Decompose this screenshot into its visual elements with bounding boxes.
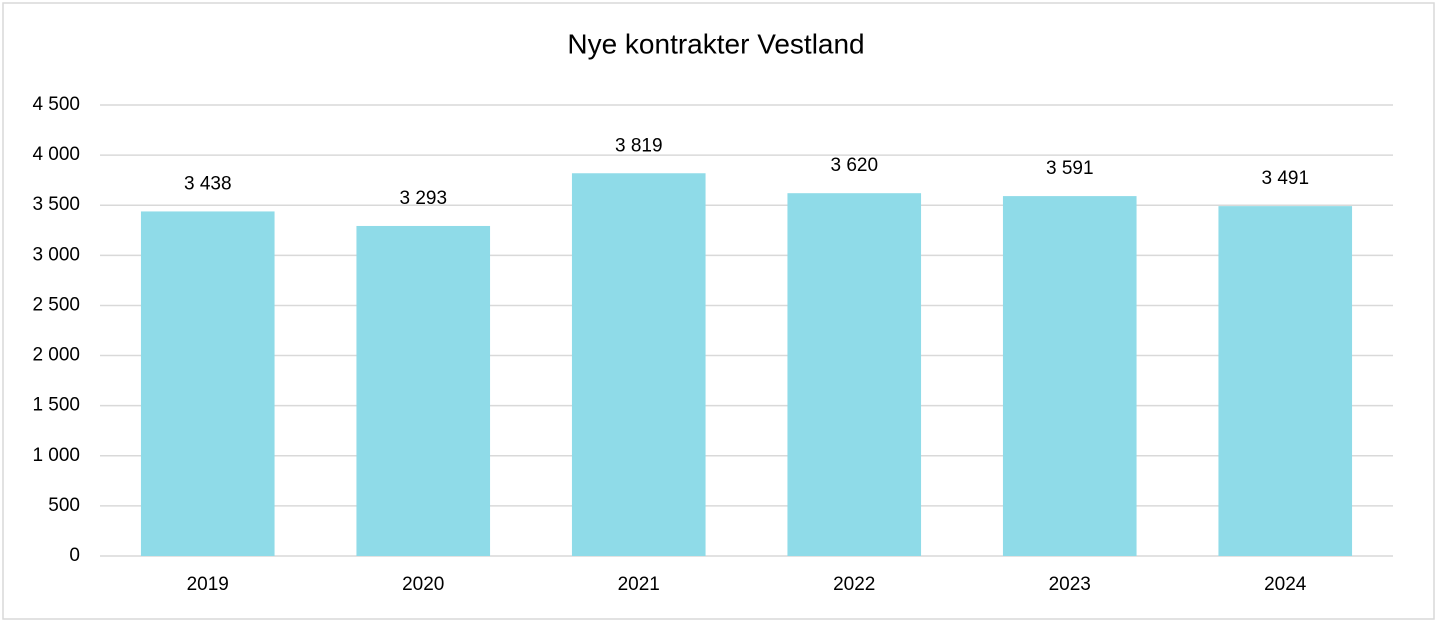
y-tick-label: 4 500 xyxy=(32,94,80,115)
bar xyxy=(140,211,275,556)
y-tick-label: 2 500 xyxy=(32,294,80,315)
x-tick-label: 2020 xyxy=(402,574,444,595)
y-tick-label: 0 xyxy=(69,545,80,566)
bar xyxy=(571,173,706,556)
bar xyxy=(1218,206,1353,557)
x-tick-label: 2024 xyxy=(1264,574,1307,595)
x-tick-label: 2023 xyxy=(1049,574,1091,595)
data-label: 3 819 xyxy=(615,135,663,156)
data-label: 3 591 xyxy=(1046,158,1094,179)
y-tick-label: 2 000 xyxy=(32,345,80,366)
x-tick-label: 2022 xyxy=(833,574,875,595)
y-tick-label: 3 000 xyxy=(32,244,80,265)
y-tick-label: 4 000 xyxy=(32,144,80,165)
y-tick-label: 1 500 xyxy=(32,395,80,416)
data-label: 3 293 xyxy=(399,188,447,209)
x-tick-label: 2019 xyxy=(187,574,229,595)
data-label: 3 620 xyxy=(830,155,878,176)
data-label: 3 438 xyxy=(184,173,232,194)
chart-title: Nye kontrakter Vestland xyxy=(567,28,864,59)
y-tick-label: 1 000 xyxy=(32,445,80,466)
y-tick-label: 500 xyxy=(48,495,80,516)
bar xyxy=(356,225,491,557)
bar xyxy=(1002,196,1137,557)
bar xyxy=(787,193,922,556)
x-tick-label: 2021 xyxy=(618,574,660,595)
y-tick-label: 3 500 xyxy=(32,194,80,215)
data-label: 3 491 xyxy=(1261,168,1309,189)
